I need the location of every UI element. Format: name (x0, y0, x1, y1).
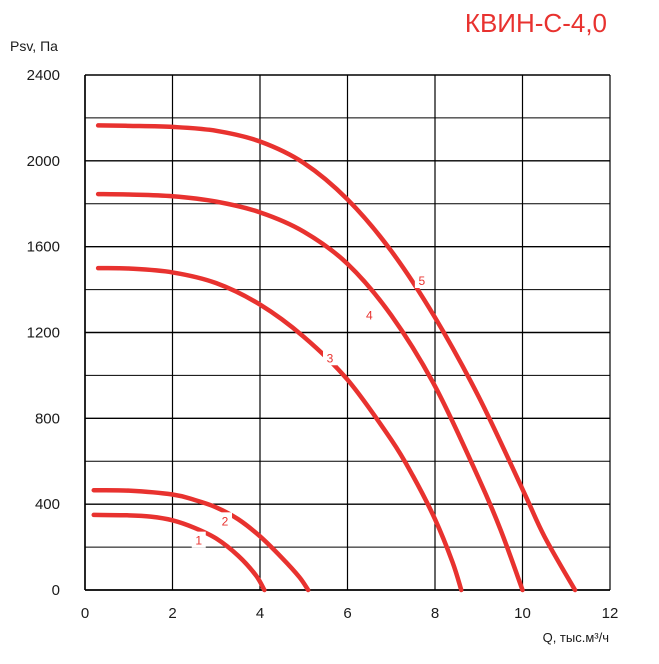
curve-label-background (191, 531, 206, 548)
curve-5 (95, 123, 578, 593)
y-axis-label: Psv, Па (10, 38, 58, 54)
x-axis-label: Q, тыс.м³/ч (542, 630, 609, 645)
curve-label-background (414, 272, 429, 288)
y-tick-label: 400 (35, 496, 60, 513)
curve-1 (91, 512, 267, 593)
y-tick-label: 800 (35, 410, 60, 427)
curve-label-1: 1 (195, 534, 202, 548)
curve-3 (95, 265, 464, 593)
chart-title: КВИН-С-4,0 (464, 8, 607, 38)
y-tick-label: 1600 (27, 239, 60, 256)
x-tick-label: 6 (343, 605, 351, 622)
x-tick-label: 10 (514, 605, 531, 622)
x-tick-label: 2 (168, 605, 176, 622)
curve-label-background (323, 349, 337, 366)
curve-label-3: 3 (327, 351, 334, 365)
x-tick-label: 8 (431, 605, 439, 622)
y-tick-label: 1200 (27, 325, 60, 342)
y-tick-label: 2400 (27, 67, 60, 84)
x-tick-label: 4 (256, 605, 264, 622)
x-tick-label: 12 (602, 605, 619, 622)
curve-label-2: 2 (222, 514, 229, 528)
curve-4 (95, 191, 525, 593)
curve-label-background (362, 306, 377, 323)
x-tick-label: 0 (81, 605, 89, 622)
curve-label-5: 5 (419, 274, 426, 288)
y-tick-label: 0 (52, 582, 60, 599)
y-tick-label: 2000 (27, 153, 60, 170)
curve-label-4: 4 (366, 308, 373, 322)
curve-label-background (218, 512, 232, 529)
